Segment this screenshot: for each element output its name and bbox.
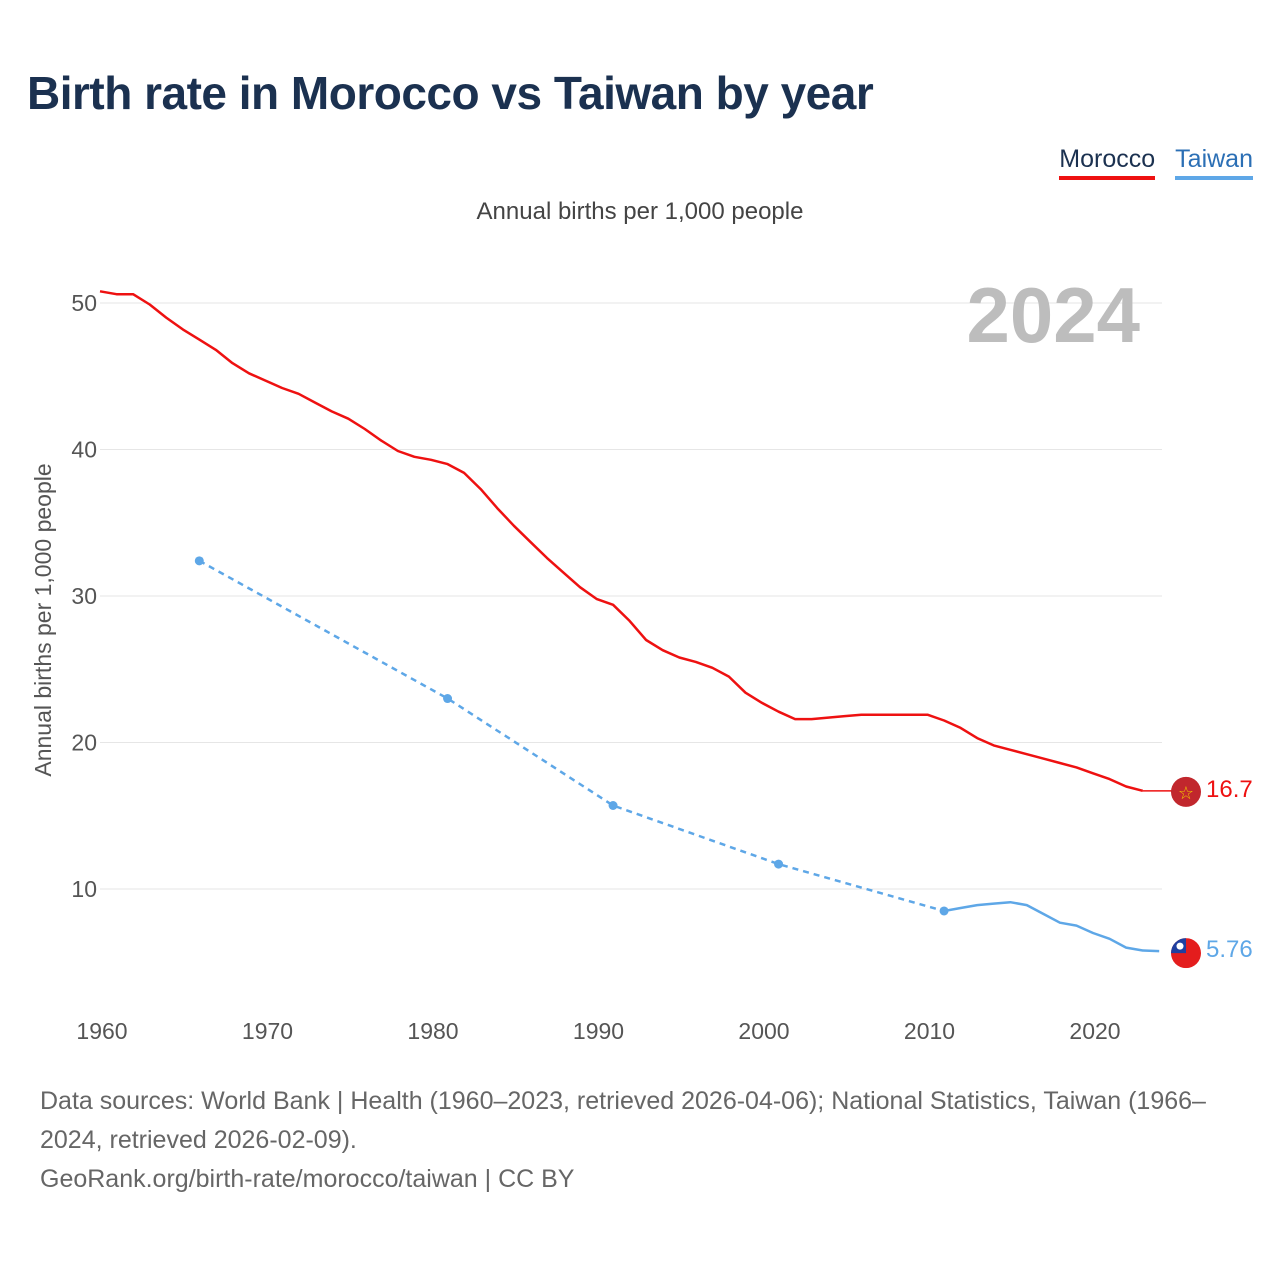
- y-tick-label: 20: [71, 730, 97, 756]
- legend-taiwan[interactable]: Taiwan: [1175, 145, 1253, 180]
- x-tick-label: 2020: [1069, 1018, 1120, 1044]
- footer: Data sources: World Bank | Health (1960–…: [40, 1082, 1250, 1199]
- line-chart: 10 20 30 40 50 1960 1970 1980 1990 2000 2010 2020 An…: [30, 271, 1253, 1044]
- chart-subtitle: Annual births per 1,000 people: [476, 198, 804, 225]
- taiwan-point[interactable]: [774, 859, 784, 869]
- morocco-line: [99, 290, 1144, 793]
- taiwan-dashed-line: [198, 559, 945, 913]
- x-tick-label: 2010: [904, 1018, 955, 1044]
- legend-morocco[interactable]: Morocco: [1059, 145, 1156, 180]
- morocco-star-icon: ☆: [1178, 783, 1194, 804]
- x-tick-label: 1990: [573, 1018, 624, 1044]
- legend: Morocco Taiwan: [1059, 145, 1253, 180]
- y-axis-title: Annual births per 1,000 people: [30, 463, 56, 776]
- y-tick-label: 10: [71, 876, 97, 902]
- x-tick-label: 1960: [76, 1018, 127, 1044]
- taiwan-point[interactable]: [194, 556, 204, 566]
- x-tick-label: 2000: [738, 1018, 789, 1044]
- taiwan-point[interactable]: [443, 694, 453, 704]
- year-watermark: 2024: [966, 271, 1140, 359]
- x-tick-label: 1970: [242, 1018, 293, 1044]
- y-tick-label: 50: [71, 290, 97, 316]
- taiwan-sun-icon: [1176, 942, 1184, 950]
- morocco-flag-icon: [1171, 776, 1201, 807]
- y-tick-label: 30: [71, 583, 97, 609]
- data-sources: Data sources: World Bank | Health (1960–…: [40, 1087, 1206, 1154]
- credit-link[interactable]: GeoRank.org/birth-rate/morocco/taiwan | …: [40, 1165, 575, 1193]
- y-tick-label: 40: [71, 437, 97, 463]
- chart-title: Birth rate in Morocco vs Taiwan by year: [27, 67, 874, 119]
- taiwan-line: [943, 900, 1160, 953]
- taiwan-end-label: 5.76: [1206, 936, 1253, 963]
- x-tick-label: 1980: [407, 1018, 458, 1044]
- taiwan-point[interactable]: [939, 906, 949, 916]
- morocco-end-label: 16.7: [1206, 776, 1253, 803]
- taiwan-point[interactable]: [608, 800, 618, 810]
